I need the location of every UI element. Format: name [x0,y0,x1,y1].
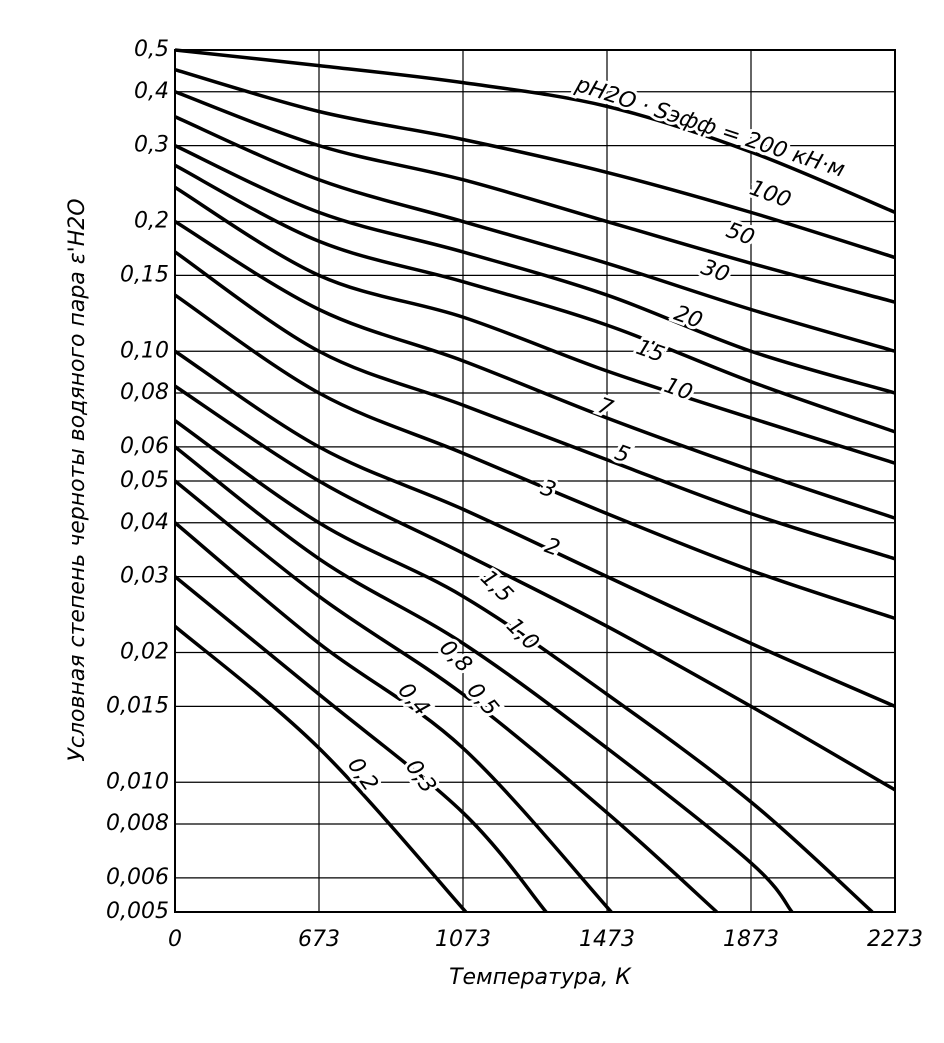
curve [174,349,896,708]
y-tick-label: 0,006 [106,865,169,890]
curve [173,521,613,914]
curve-label: 2 [541,533,563,561]
curve-label: 15 [633,335,668,368]
curve [173,419,874,914]
curve [174,163,896,434]
y-tick-label: 0,10 [120,338,169,363]
x-tick-label: 1073 [435,927,491,952]
y-axis-label: Условная степень черноты водяного пара ε… [65,198,90,761]
curve-label: pH2O · Sэфф = 200 кН·м [572,72,848,183]
y-tick-label: 0,08 [120,380,169,405]
y-tick-label: 0,05 [120,468,169,493]
y-tick-label: 0,3 [134,133,169,158]
curve [173,445,794,914]
curve-label: 0,5 [462,678,504,721]
x-tick-label: 1473 [579,927,635,952]
curve-label: 0,3 [400,755,441,798]
y-tick-label: 0,15 [120,262,169,287]
curve-label: 3 [537,475,559,503]
y-tick-label: 0,5 [134,37,169,62]
y-tick-label: 0,06 [120,434,169,459]
curve-label: 1,5 [475,565,517,607]
curve [174,384,896,792]
x-tick-label: 1873 [723,927,779,952]
curve [173,479,718,914]
y-tick-label: 0,4 [134,79,169,104]
x-tick-label: 673 [298,927,340,952]
curve [173,625,468,914]
curve-label: 10 [661,373,696,406]
curve [174,185,896,465]
curve [174,144,896,395]
y-tick-label: 0,015 [106,693,169,718]
curve-label: 1,0 [501,613,543,655]
x-tick-label: 0 [168,927,182,952]
curve-label: 50 [723,218,758,251]
curve [174,250,896,561]
curve-label: 7 [594,393,616,421]
curve [174,68,896,260]
y-tick-label: 0,2 [134,209,169,234]
y-tick-label: 0,010 [106,769,169,794]
x-tick-label: 2273 [867,927,923,952]
curve-label: 100 [746,176,794,214]
y-tick-label: 0,02 [120,640,169,665]
curve-label: 30 [698,255,733,288]
curve [174,293,896,621]
curve [174,220,896,520]
curve [174,90,896,304]
x-axis-label: Температура, К [449,965,632,990]
curve [174,115,896,353]
curve-label: 0,8 [434,635,476,677]
y-tick-label: 0,04 [120,510,169,535]
curve-label: 5 [611,440,633,468]
curve-label: 0,4 [393,678,435,721]
curve-label: 0,2 [342,753,383,796]
curve [174,48,896,214]
y-tick-label: 0,008 [106,811,169,836]
curve-label: 20 [671,301,706,334]
curve [173,575,548,914]
y-tick-label: 0,005 [106,899,169,924]
y-tick-label: 0,03 [120,564,169,589]
